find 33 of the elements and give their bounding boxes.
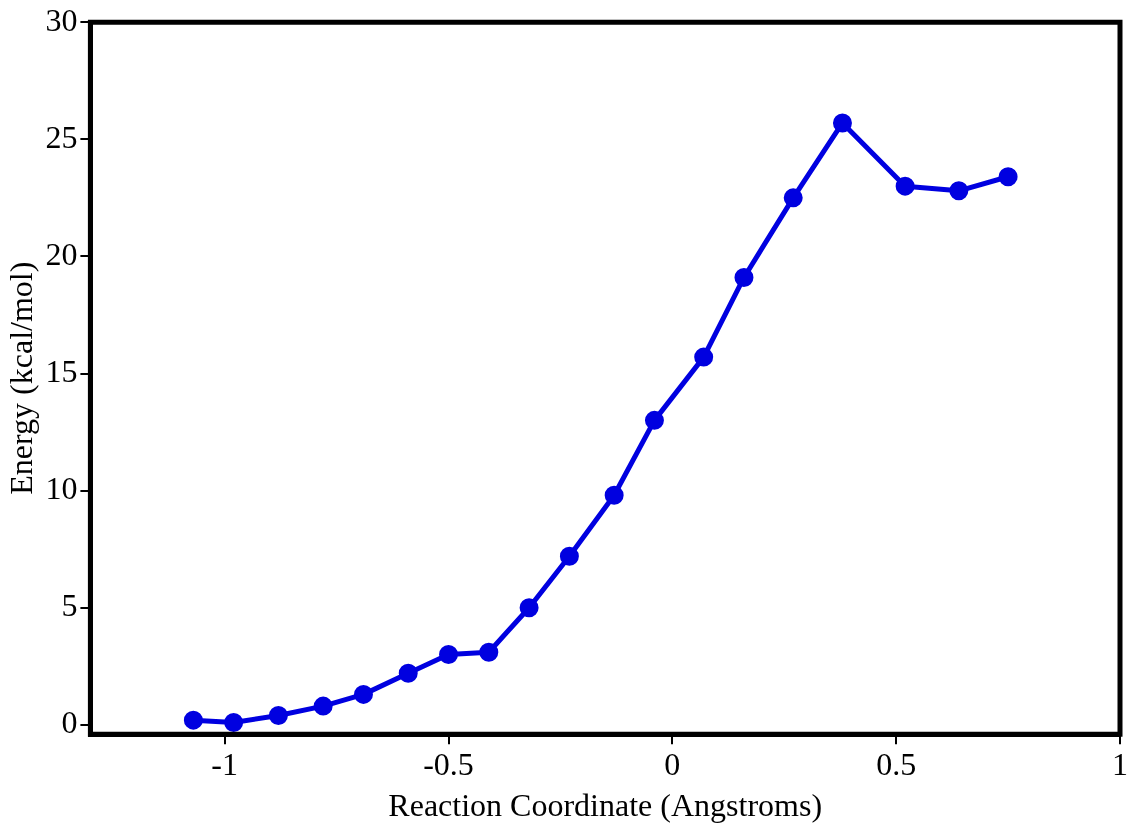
point [734,267,754,287]
y-tick-label: 20 [45,235,78,272]
point [998,167,1018,187]
point [783,188,803,208]
point [268,705,288,725]
y-tick-label: 0 [61,704,78,741]
point [439,645,459,665]
y-tick-label: 25 [45,118,78,155]
point [949,181,969,201]
point [895,176,915,196]
point [479,642,499,662]
y-tick-label: 30 [45,1,78,38]
point [519,598,539,618]
y-tick-label: 10 [45,470,78,507]
point [559,546,579,566]
x-axis-title: Reaction Coordinate (Angstroms) [388,787,823,824]
x-tick-label: -0.5 [423,745,474,782]
point [694,347,714,367]
x-tick-label: 1 [1112,745,1128,782]
point [832,113,852,133]
point [224,712,244,732]
point [398,663,418,683]
y-axis-title: Energy (kcal/mol) [2,261,39,495]
y-tick-label: 15 [45,352,78,389]
point [183,710,203,730]
point [604,485,624,505]
point [353,684,373,704]
x-tick-label: -1 [211,745,239,782]
x-tick-label: 0.5 [876,745,917,782]
point [644,410,664,430]
y-tick-label: 5 [61,587,78,624]
x-tick-label: 0 [664,745,681,782]
point [313,696,333,716]
